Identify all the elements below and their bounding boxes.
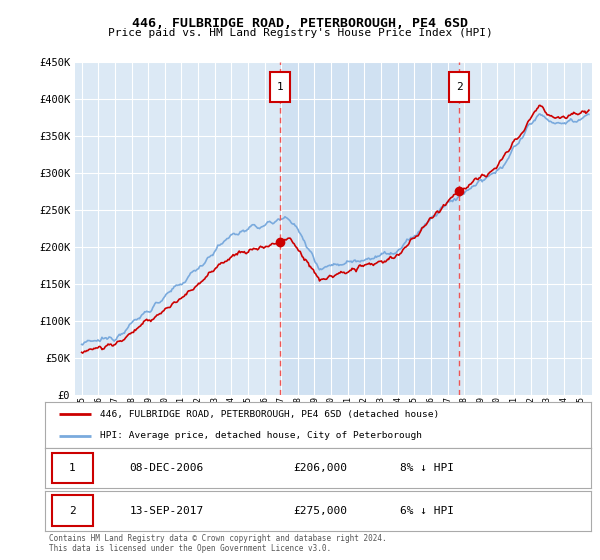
Text: Contains HM Land Registry data © Crown copyright and database right 2024.
This d: Contains HM Land Registry data © Crown c… xyxy=(49,534,387,553)
Text: 1: 1 xyxy=(277,82,284,92)
Text: HPI: Average price, detached house, City of Peterborough: HPI: Average price, detached house, City… xyxy=(100,431,422,440)
FancyBboxPatch shape xyxy=(271,72,290,101)
FancyBboxPatch shape xyxy=(449,72,469,101)
Text: £206,000: £206,000 xyxy=(293,463,347,473)
Text: 13-SEP-2017: 13-SEP-2017 xyxy=(130,506,204,516)
Text: 08-DEC-2006: 08-DEC-2006 xyxy=(130,463,204,473)
Text: 446, FULBRIDGE ROAD, PETERBOROUGH, PE4 6SD (detached house): 446, FULBRIDGE ROAD, PETERBOROUGH, PE4 6… xyxy=(100,410,439,419)
Text: 2: 2 xyxy=(456,82,463,92)
Text: 446, FULBRIDGE ROAD, PETERBOROUGH, PE4 6SD: 446, FULBRIDGE ROAD, PETERBOROUGH, PE4 6… xyxy=(132,17,468,30)
Text: 1: 1 xyxy=(69,463,76,473)
Text: Price paid vs. HM Land Registry's House Price Index (HPI): Price paid vs. HM Land Registry's House … xyxy=(107,28,493,38)
FancyBboxPatch shape xyxy=(52,496,92,526)
FancyBboxPatch shape xyxy=(52,453,92,483)
Bar xyxy=(280,62,460,395)
Text: £275,000: £275,000 xyxy=(293,506,347,516)
Text: 2: 2 xyxy=(69,506,76,516)
Text: 6% ↓ HPI: 6% ↓ HPI xyxy=(400,506,454,516)
Text: 8% ↓ HPI: 8% ↓ HPI xyxy=(400,463,454,473)
